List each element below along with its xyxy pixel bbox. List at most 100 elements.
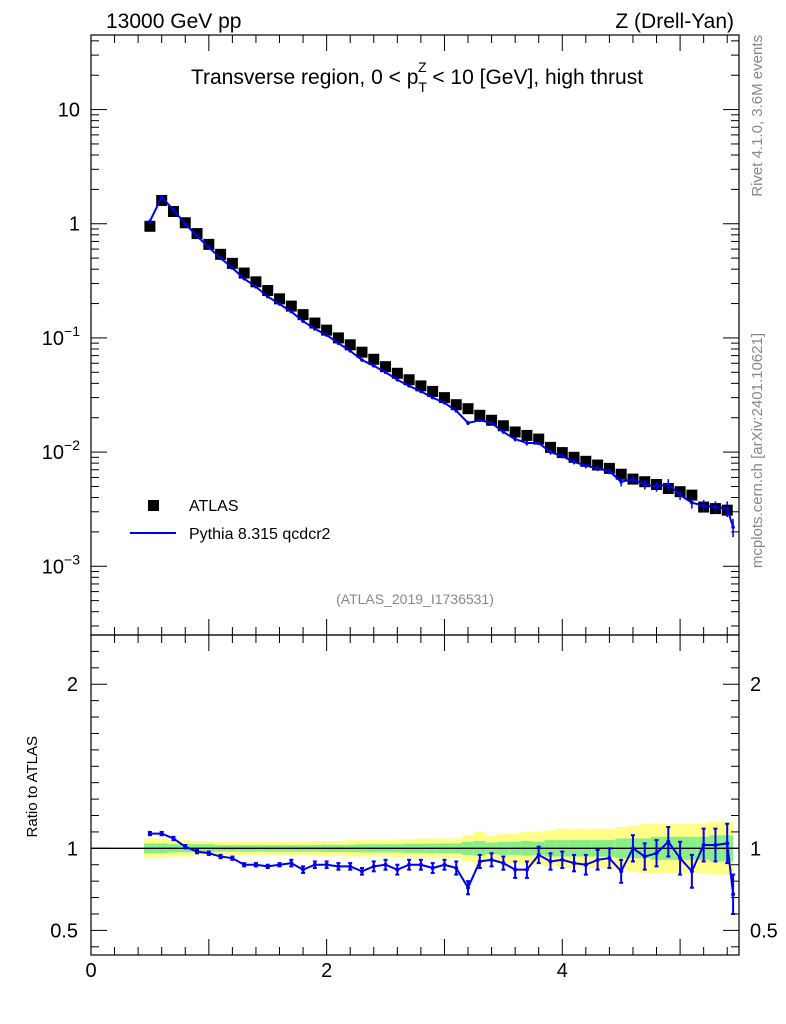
pythia-point (195, 234, 199, 238)
ratio-point (289, 861, 294, 866)
pythia-point (254, 285, 258, 289)
chart-title-pre: Transverse region, 0 < p (191, 66, 418, 89)
ratio-axes: 0 2 4 0.5 0.5 1 1 2 2 (50, 635, 778, 982)
pythia-point (489, 421, 494, 425)
header-energy: 13000 GeV pp (106, 10, 241, 33)
y-tick-label: 1 (69, 214, 80, 236)
atlas-point (380, 361, 392, 373)
atlas-point (285, 300, 297, 312)
pythia-point (348, 349, 353, 353)
ratio-point (548, 859, 553, 864)
ratio-point (183, 844, 188, 849)
ratio-point (583, 862, 588, 867)
ratio-point (560, 857, 565, 862)
ratio-point (442, 862, 447, 867)
pythia-point (148, 219, 152, 224)
atlas-point (544, 441, 556, 453)
ratio-frame (90, 634, 740, 956)
ratio-point (336, 864, 341, 869)
atlas-point (226, 257, 238, 269)
atlas-point (368, 353, 380, 365)
atlas-point (321, 324, 333, 336)
atlas-point (568, 451, 580, 463)
ratio-point (359, 869, 364, 874)
atlas-point (427, 385, 439, 397)
pythia-point (289, 309, 294, 314)
ratio-point (195, 849, 200, 854)
ratio-point (418, 862, 423, 867)
ratio-point (689, 869, 694, 874)
atlas-point (309, 317, 321, 329)
y-tick-label-base: 10 (42, 442, 64, 464)
ratio-point (230, 856, 235, 861)
ratio-point (407, 862, 412, 867)
chart-title: Transverse region, 0 < pTZ < 10 [GeV], h… (191, 59, 643, 95)
atlas-point (191, 228, 203, 240)
pythia-point (536, 441, 541, 445)
chart-title-sup: Z (418, 59, 427, 75)
ratio-point (524, 867, 529, 872)
atlas-point (297, 309, 309, 321)
pythia-point (171, 208, 176, 212)
ratio-point (147, 831, 152, 836)
pythia-point (466, 421, 470, 425)
atlas-point (580, 455, 592, 467)
y-tick-label-exp: −3 (64, 551, 80, 567)
ratio-point (678, 856, 683, 861)
x-tick-label: 2 (321, 960, 332, 982)
ratio-point (489, 857, 494, 862)
pythia-point (371, 363, 376, 368)
pythia-point (678, 493, 682, 497)
atlas-point (615, 468, 627, 480)
legend-marker-atlas (148, 500, 159, 511)
atlas-point (592, 459, 604, 471)
ratio-y-tick-label-left: 2 (67, 674, 78, 696)
ratio-panel: 0 2 4 0.5 0.5 1 1 2 2 Ratio to ATLAS (24, 634, 778, 982)
pythia-point (301, 319, 305, 324)
atlas-point (462, 403, 474, 415)
atlas-point (274, 293, 286, 305)
atlas-point (332, 332, 344, 344)
pythia-point (442, 401, 447, 405)
ratio-y-tick-label-left: 1 (67, 838, 78, 860)
pythia-point (713, 505, 718, 509)
pythia-point (731, 525, 735, 529)
atlas-point (450, 399, 462, 411)
ratio-point (713, 843, 718, 848)
atlas-point (238, 267, 250, 279)
atlas-point (391, 367, 403, 379)
ratio-point (206, 851, 211, 856)
pythia-point (548, 450, 553, 454)
ratio-point (253, 862, 258, 867)
pythia-point (631, 477, 635, 481)
pythia-point (383, 370, 388, 375)
ratio-point (619, 869, 624, 874)
pythia-point (277, 302, 282, 306)
y-tick-label-base: 10 (58, 100, 80, 122)
atlas-point (486, 414, 498, 426)
pythia-point (560, 454, 565, 459)
y-tick-label: 10−2 (42, 437, 80, 464)
atlas-point (344, 339, 356, 351)
chart-title-sub: T (418, 79, 427, 95)
ratio-point (171, 836, 176, 841)
pythia-point (183, 221, 188, 226)
atlas-point (156, 194, 168, 206)
pythia-point (395, 377, 400, 382)
ratio-y-tick-label-right: 2 (750, 674, 761, 696)
ratio-data-layer (91, 822, 739, 915)
chart-title-post: < 10 [GeV], high thrust (427, 66, 644, 89)
y-tick-label: 10−3 (42, 551, 80, 578)
pythia-point (607, 469, 612, 474)
ratio-point (477, 859, 482, 864)
pythia-point (360, 358, 364, 362)
pythia-point (419, 389, 423, 394)
ratio-point (572, 861, 577, 866)
ratio-point (666, 839, 671, 844)
atlas-point (438, 392, 450, 404)
x-tick-label: 4 (557, 960, 568, 982)
header-process: Z (Drell-Yan) (615, 10, 734, 33)
ratio-point (159, 831, 164, 836)
pythia-point (159, 195, 164, 199)
